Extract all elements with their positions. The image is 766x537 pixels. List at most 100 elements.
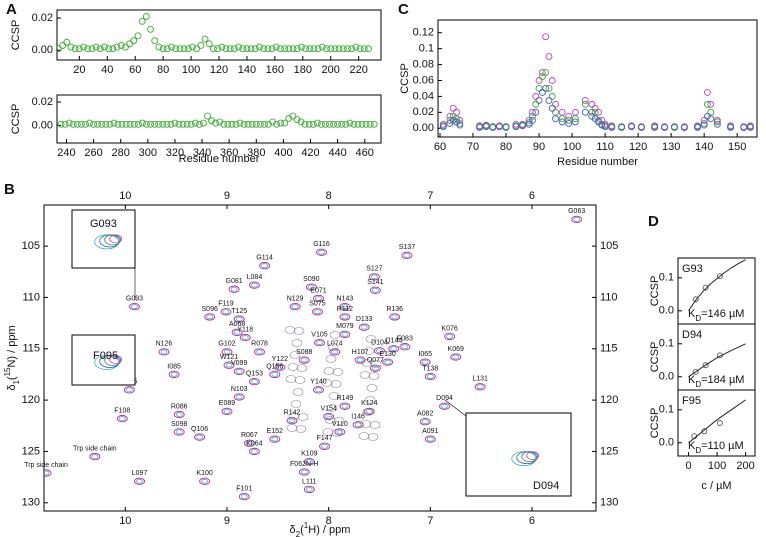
peak-label: Q144	[385, 338, 402, 345]
data-point	[362, 120, 370, 128]
contour-inner	[321, 443, 328, 449]
x-axis-title: c / µM	[701, 480, 731, 492]
x-tick-label: 100	[563, 141, 581, 153]
peak	[439, 402, 450, 410]
peak-label: K109	[301, 451, 317, 458]
x-tick-label: 100	[708, 460, 726, 472]
data-point	[147, 25, 155, 33]
data-point	[538, 88, 546, 96]
x-tick-label: 80	[157, 64, 169, 76]
peak	[243, 439, 255, 447]
data-point	[502, 123, 510, 131]
inset	[71, 334, 136, 386]
fit-curve	[688, 343, 746, 378]
x-tick-label: 20	[73, 64, 85, 76]
peak	[419, 358, 431, 366]
data-point	[326, 120, 333, 128]
data-point	[163, 120, 171, 128]
peak	[238, 492, 250, 501]
data-point	[256, 43, 263, 51]
inset-label: G093	[90, 218, 117, 230]
data-point	[65, 119, 73, 127]
contour-inner	[240, 494, 248, 499]
peak	[269, 435, 281, 443]
background-contour	[329, 331, 341, 339]
contour-inner	[390, 346, 398, 352]
contour-inner	[384, 359, 391, 365]
y-tick-label: 0.12	[413, 27, 434, 39]
data-point	[439, 123, 447, 131]
peak	[134, 477, 146, 485]
contour-inner	[318, 249, 325, 255]
y-tick-label-right: 105	[600, 240, 618, 252]
data-point	[680, 123, 688, 131]
peak	[369, 364, 381, 372]
peak	[231, 328, 243, 336]
data-point	[565, 112, 573, 120]
background-contour	[297, 413, 309, 421]
data-point	[694, 123, 702, 131]
data-point	[532, 92, 540, 100]
background-contour	[359, 371, 371, 379]
data-point	[159, 120, 167, 128]
data-point	[142, 13, 150, 20]
y-tick-label: 0.0	[659, 437, 674, 449]
plot-frame	[56, 94, 382, 144]
data-point	[581, 100, 589, 108]
data-point	[171, 119, 179, 127]
kd-part: =146 µM	[701, 308, 744, 320]
peak-label: I085	[167, 363, 181, 370]
kd-part: D	[695, 314, 701, 323]
background-contour	[370, 360, 382, 368]
kd-part: D	[695, 446, 701, 455]
data-point	[588, 100, 596, 108]
data-point	[542, 69, 550, 76]
peak-label: Q106	[191, 426, 208, 433]
contour-inner	[325, 414, 332, 419]
peak-label: F083	[397, 336, 413, 343]
peak-label: A091	[422, 428, 438, 435]
contour-inner	[391, 314, 399, 320]
contour-inner	[233, 329, 241, 335]
data-point	[163, 45, 171, 53]
axis-title-part: 2	[296, 530, 301, 537]
peak	[129, 303, 140, 311]
peak	[305, 283, 317, 291]
peak-label: D104	[371, 340, 388, 347]
background-contour	[285, 375, 297, 383]
contour-inner	[316, 340, 323, 345]
x-tick-label: 7	[427, 515, 433, 527]
data-point	[532, 100, 540, 108]
peak-label: N143	[337, 296, 354, 303]
data-point	[86, 119, 93, 127]
kd-label: KD=184 µM	[688, 374, 744, 389]
peak	[319, 442, 331, 450]
peak	[168, 370, 180, 379]
contour-inner	[441, 403, 448, 409]
data-point	[548, 77, 556, 84]
x-tick-label: 140	[238, 64, 256, 76]
data-point	[167, 120, 175, 128]
peak	[116, 414, 128, 423]
data-point	[713, 120, 721, 128]
data-point	[147, 120, 154, 128]
x-tick-label: 40	[101, 64, 113, 76]
data-point	[350, 120, 358, 128]
background-contour	[284, 326, 296, 334]
peak	[329, 348, 341, 356]
kd-part: D	[695, 380, 701, 389]
contour-inner	[446, 334, 453, 339]
peaks	[44, 215, 583, 501]
contour-inner	[300, 357, 308, 363]
peak	[239, 333, 251, 342]
contour-inner	[476, 384, 484, 390]
inset-contour	[109, 355, 123, 364]
peak	[369, 286, 381, 294]
data-point	[114, 120, 122, 128]
contour-inner	[261, 263, 268, 268]
data-point	[558, 118, 566, 126]
data-point	[637, 123, 645, 131]
peak-label: Q077	[367, 357, 384, 364]
data-point	[208, 117, 215, 125]
peak	[388, 345, 400, 353]
